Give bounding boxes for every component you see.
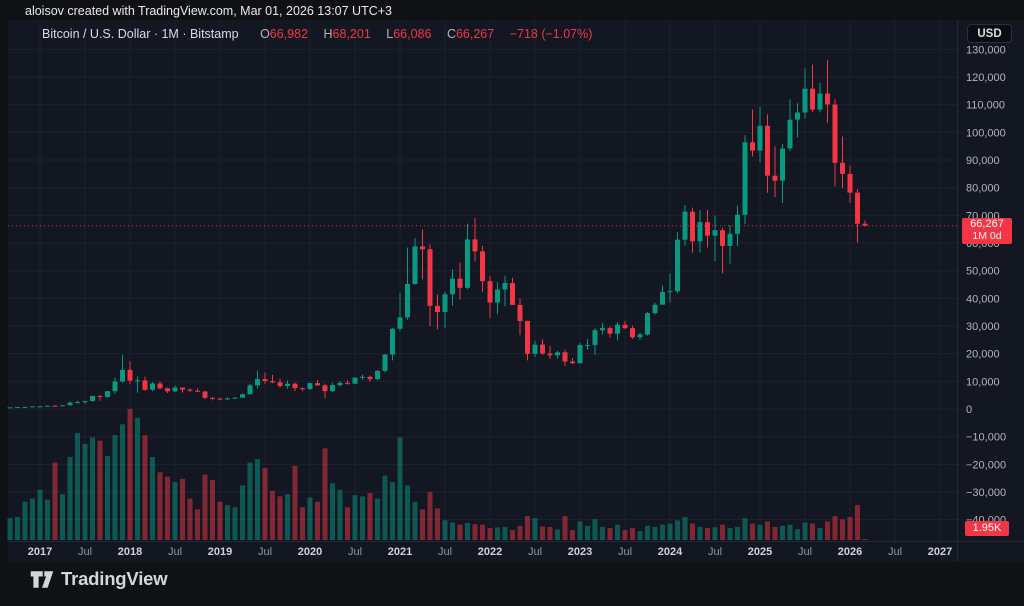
tradingview-logo-icon [30,570,54,588]
svg-text:2021: 2021 [388,546,412,558]
last-price-value: 66,267 [970,218,1004,230]
close-value: 66,267 [455,27,495,41]
svg-text:2020: 2020 [298,546,322,558]
svg-text:30,000: 30,000 [966,321,1000,333]
currency-toggle-button[interactable]: USD [967,24,1012,43]
svg-text:2017: 2017 [28,546,52,558]
close-label: C [446,27,456,41]
last-price-badge: 66,267 1M 0d [962,218,1012,244]
svg-text:Jul: Jul [168,546,182,558]
svg-text:110,000: 110,000 [966,100,1005,112]
svg-text:2026: 2026 [838,546,862,558]
change-value: −718 (−1.07%) [509,27,593,41]
svg-text:90,000: 90,000 [966,155,1000,167]
svg-text:Jul: Jul [78,546,92,558]
svg-text:130,000: 130,000 [966,44,1006,56]
svg-text:50,000: 50,000 [966,266,1000,278]
high-label: H [323,27,333,41]
svg-text:20,000: 20,000 [966,349,1000,361]
svg-text:Jul: Jul [348,546,362,558]
svg-text:2023: 2023 [568,546,592,558]
candles-series [7,59,868,409]
svg-text:2019: 2019 [208,546,232,558]
svg-text:Jul: Jul [618,546,632,558]
svg-text:2027: 2027 [928,546,952,558]
svg-text:2025: 2025 [748,546,772,558]
svg-text:Jul: Jul [708,546,722,558]
low-value: 66,086 [393,27,432,41]
svg-text:2024: 2024 [658,546,683,558]
svg-text:Jul: Jul [438,546,452,558]
svg-text:−10,000: −10,000 [966,432,1006,444]
volume-value-badge: 1.95K [965,521,1009,536]
high-value: 68,201 [332,27,371,41]
svg-text:40,000: 40,000 [966,293,1000,305]
open-value: 66,982 [269,27,309,41]
svg-text:2018: 2018 [118,546,142,558]
bar-countdown: 1M 0d [972,229,1002,242]
attribution-text: aloisov created with TradingView.com, Ma… [25,4,392,18]
svg-text:10,000: 10,000 [966,376,1000,388]
svg-text:120,000: 120,000 [966,72,1006,84]
time-axis-labels[interactable]: 2017 Jul 2018 Jul 2019 Jul 2020 Jul 2021 Jul 2022 J… [28,546,952,558]
grid-lines [8,20,957,541]
svg-text:−20,000: −20,000 [966,459,1006,471]
tradingview-logo-link[interactable]: TradingView [30,565,168,593]
svg-text:−30,000: −30,000 [966,487,1006,499]
svg-text:Jul: Jul [258,546,272,558]
svg-text:2022: 2022 [478,546,502,558]
svg-text:Jul: Jul [528,546,542,558]
open-label: O [260,27,270,41]
svg-text:80,000: 80,000 [966,183,1000,195]
volume-bars [7,409,868,540]
tradingview-logo-text: TradingView [61,568,168,589]
symbol-legend: Bitcoin / U.S. Dollar · 1M · Bitstamp O6… [42,26,592,42]
svg-text:100,000: 100,000 [966,127,1006,139]
low-label: L [386,27,394,41]
symbol-title: Bitcoin / U.S. Dollar · 1M · Bitstamp [42,27,239,41]
svg-text:Jul: Jul [888,546,902,558]
svg-text:0: 0 [966,404,972,416]
svg-text:Jul: Jul [798,546,812,558]
price-axis-labels[interactable]: 130,000 120,000 110,000 100,000 90,000 80,000… [966,44,1006,526]
